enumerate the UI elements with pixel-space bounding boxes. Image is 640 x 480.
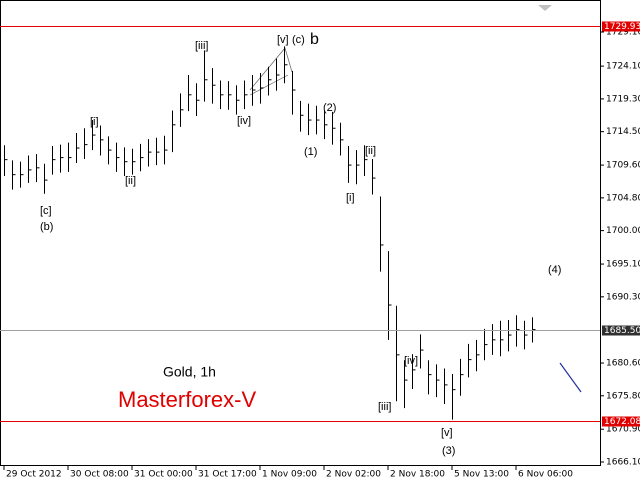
wave-label: [i]: [346, 192, 355, 204]
wave-label: (2): [323, 102, 336, 114]
y-tick-label: 1719.30: [606, 94, 640, 104]
x-tick-label: 6 Nov 06:00: [518, 470, 573, 480]
x-tick-label: 2 Nov 18:00: [390, 470, 445, 480]
y-tick-label: 1695.10: [606, 260, 640, 270]
wave-label: (1): [304, 146, 317, 158]
wave-label: [iv]: [404, 355, 418, 367]
wave-label: [ii]: [125, 175, 136, 187]
y-tick-label: 1714.50: [606, 127, 640, 137]
forecast-line: [559, 362, 582, 393]
wave-label: (b): [40, 221, 53, 233]
x-tick-label: 1 Nov 09:00: [262, 470, 317, 480]
x-tick-label: 29 Oct 2012: [6, 470, 62, 480]
y-tick-label: 1704.80: [606, 193, 640, 203]
wave-label: [ii]: [365, 145, 376, 157]
price-label-box: [602, 416, 640, 427]
x-tick-label: 2 Nov 02:00: [326, 470, 381, 480]
wave-label: Gold, 1h: [163, 364, 216, 380]
plot-frame: [0, 0, 601, 466]
y-tick-label: 1709.60: [606, 161, 640, 171]
x-tick-label: 31 Oct 17:00: [198, 470, 257, 480]
x-tick-label: 5 Nov 13:00: [454, 470, 509, 480]
wave-label: (4): [548, 264, 561, 276]
scroll-marker: [538, 5, 552, 11]
y-tick-label: 1724.10: [606, 62, 640, 72]
y-tick-label: 1680.60: [606, 359, 640, 369]
wave-label: [iv]: [237, 115, 251, 127]
wave-label: [i]: [90, 116, 99, 128]
y-tick-label: 1670.90: [606, 425, 640, 435]
y-tick-label: 1700.00: [606, 226, 640, 236]
wave-label: (c): [292, 34, 305, 46]
wave-label: [iii]: [378, 401, 391, 413]
y-tick-label: 1666.10: [606, 458, 640, 468]
price-label: 1729.93: [604, 22, 640, 32]
wave-label: [v]: [277, 34, 289, 46]
wave-label: [c]: [40, 205, 52, 217]
y-tick-label: 1729.10: [606, 28, 640, 38]
y-tick-label: 1690.30: [606, 292, 640, 302]
x-tick-label: 30 Oct 08:00: [70, 470, 129, 480]
wave-label: (3): [442, 445, 455, 457]
y-tick-label: 1675.80: [606, 391, 640, 401]
wave-label: b: [310, 31, 319, 48]
wave-label: Masterforex-V: [118, 387, 256, 412]
wave-label: [v]: [441, 427, 453, 439]
price-label-box: [602, 21, 640, 32]
price-label-box: [602, 325, 640, 336]
x-tick-label: 31 Oct 00:00: [134, 470, 193, 480]
price-label: 1672.08: [604, 417, 640, 427]
wave-label: [iii]: [195, 40, 208, 52]
price-label: 1685.50: [604, 326, 640, 336]
